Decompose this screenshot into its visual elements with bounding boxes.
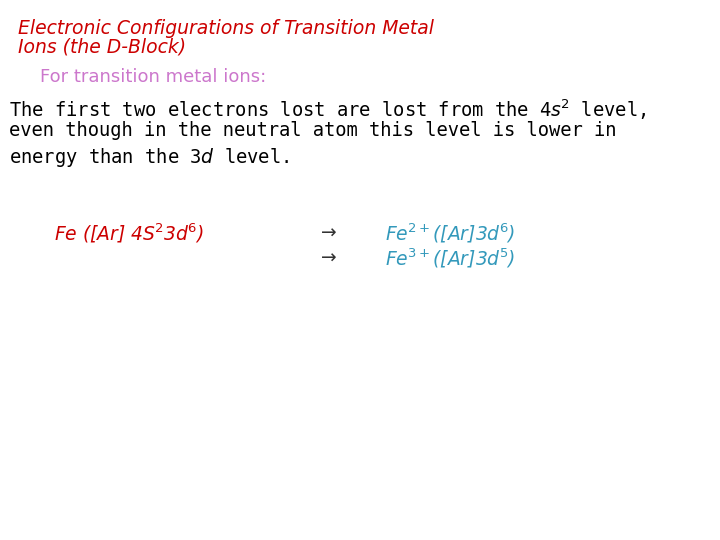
Text: Fe ([Ar] 4S$^{2}$3$d$$^{6}$): Fe ([Ar] 4S$^{2}$3$d$$^{6}$) bbox=[54, 221, 204, 245]
Text: even though in the neutral atom this level is lower in: even though in the neutral atom this lev… bbox=[9, 122, 616, 140]
Text: Ions (the D-Block): Ions (the D-Block) bbox=[18, 38, 186, 57]
Text: For transition metal ions:: For transition metal ions: bbox=[40, 68, 266, 85]
Text: energy than the 3$d$ level.: energy than the 3$d$ level. bbox=[9, 146, 289, 169]
Text: $\rightarrow$: $\rightarrow$ bbox=[318, 221, 338, 240]
Text: Fe$^{3+}$([Ar]3$d$$^{5}$): Fe$^{3+}$([Ar]3$d$$^{5}$) bbox=[385, 247, 516, 271]
Text: Electronic Configurations of Transition Metal: Electronic Configurations of Transition … bbox=[18, 19, 434, 38]
Text: $\rightarrow$: $\rightarrow$ bbox=[318, 247, 338, 266]
Text: Fe$^{2+}$([Ar]3$d$$^{6}$): Fe$^{2+}$([Ar]3$d$$^{6}$) bbox=[385, 221, 516, 245]
Text: The first two electrons lost are lost from the 4$s$$^{2}$ level,: The first two electrons lost are lost fr… bbox=[9, 97, 646, 122]
